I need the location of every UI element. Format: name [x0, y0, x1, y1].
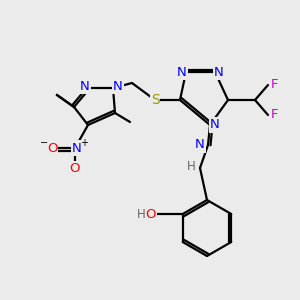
Text: O: O [146, 208, 156, 220]
Text: N: N [210, 118, 220, 131]
Text: N: N [80, 80, 90, 92]
Text: F: F [270, 79, 278, 92]
Text: H: H [136, 208, 145, 220]
Text: N: N [195, 139, 205, 152]
Text: H: H [187, 160, 195, 172]
Text: +: + [80, 138, 88, 148]
Text: N: N [113, 80, 123, 92]
Text: N: N [72, 142, 82, 154]
Text: N: N [177, 65, 187, 79]
Text: −: − [40, 138, 48, 148]
Text: F: F [270, 109, 278, 122]
Text: N: N [214, 65, 224, 79]
Text: O: O [70, 163, 80, 176]
Text: O: O [47, 142, 57, 154]
Text: S: S [151, 93, 159, 107]
